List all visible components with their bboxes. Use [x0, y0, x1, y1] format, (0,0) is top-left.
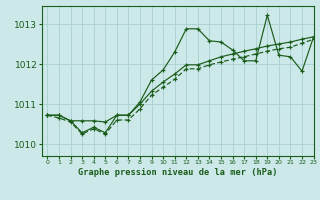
X-axis label: Graphe pression niveau de la mer (hPa): Graphe pression niveau de la mer (hPa) [78, 168, 277, 177]
